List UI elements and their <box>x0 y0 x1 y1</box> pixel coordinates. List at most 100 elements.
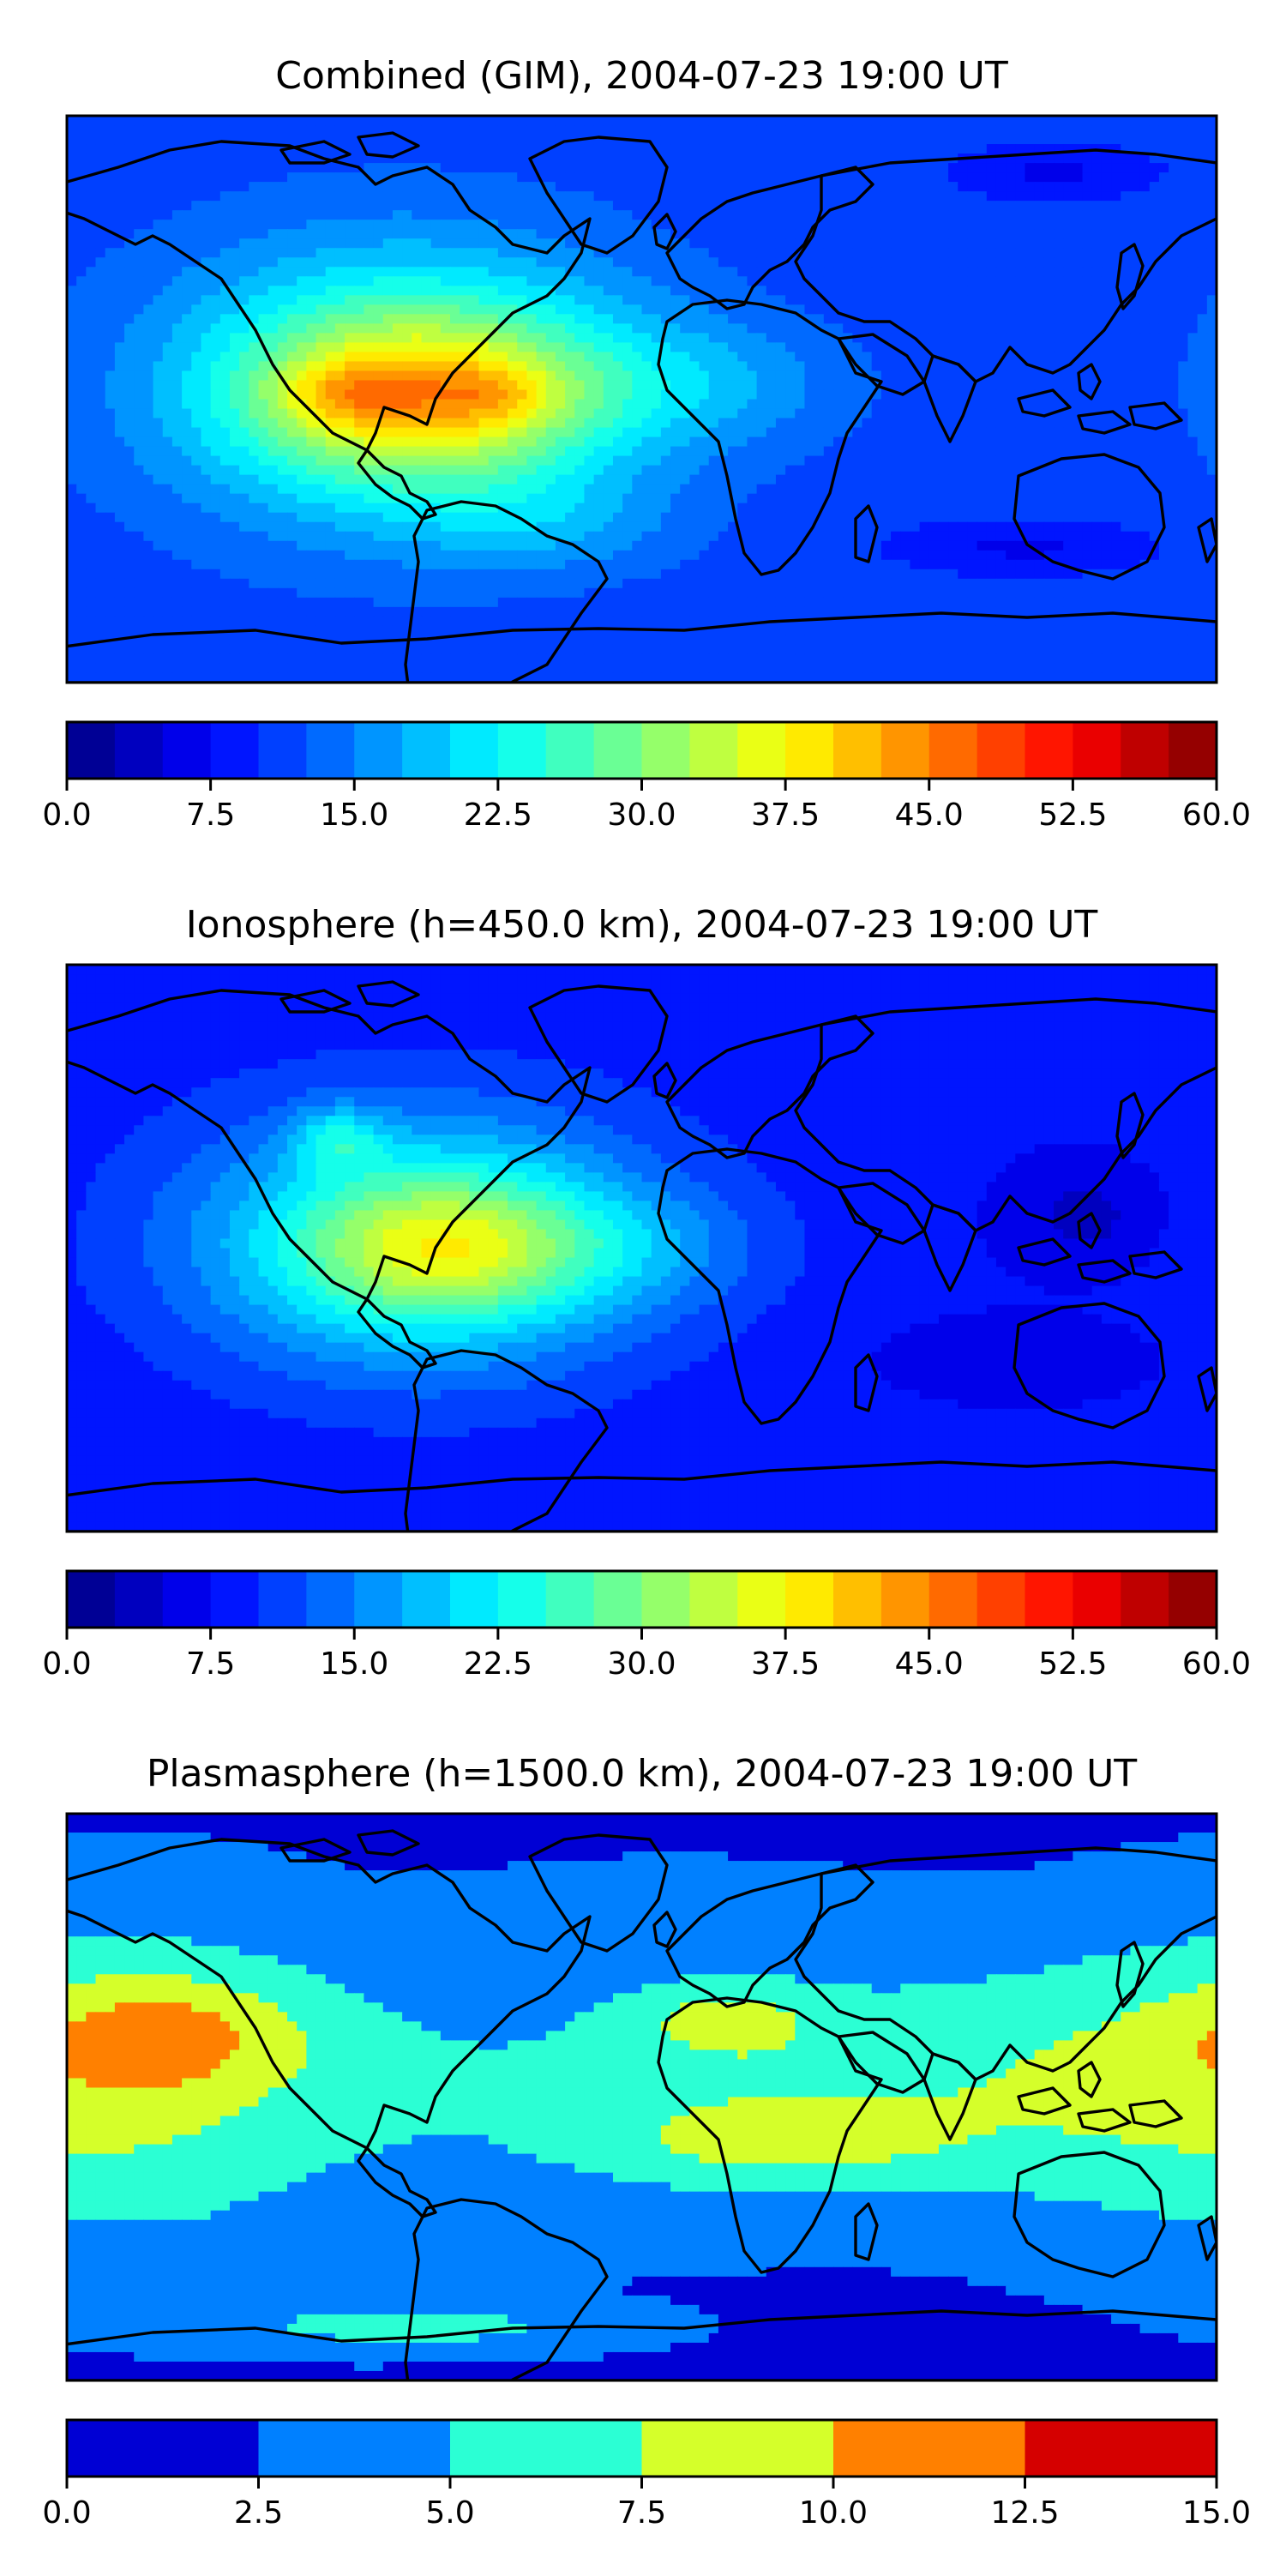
field-cell <box>182 361 192 372</box>
field-cell <box>392 361 403 372</box>
field-cell <box>1158 229 1169 239</box>
field-cell <box>392 153 403 164</box>
field-cell <box>593 304 604 315</box>
field-cell <box>86 191 97 202</box>
field-cell <box>775 361 786 372</box>
field-cell <box>785 446 796 457</box>
field-cell <box>143 125 154 135</box>
field-cell <box>804 220 815 230</box>
field-cell <box>1197 267 1208 277</box>
field-cell <box>660 182 671 192</box>
field-cell <box>364 144 375 154</box>
field-cell <box>919 493 930 504</box>
field-cell <box>1206 144 1217 154</box>
field-cell <box>508 257 518 268</box>
field-cell <box>593 342 604 353</box>
field-cell <box>536 474 547 485</box>
field-cell <box>555 352 566 363</box>
field-cell <box>421 201 432 211</box>
field-cell <box>995 380 1007 391</box>
field-cell <box>612 408 623 419</box>
field-cell <box>124 389 135 400</box>
field-cell <box>1121 191 1132 202</box>
field-cell <box>440 455 451 466</box>
field-cell <box>364 484 375 495</box>
field-cell <box>249 455 260 466</box>
field-cell <box>76 286 87 296</box>
field-cell <box>680 455 690 466</box>
field-cell <box>267 172 279 183</box>
field-cell <box>660 125 671 135</box>
field-cell <box>823 210 834 220</box>
field-cell <box>1043 352 1055 363</box>
field-cell <box>766 257 777 268</box>
field-cell <box>105 389 116 400</box>
field-cell <box>843 220 853 230</box>
field-cell <box>718 286 729 296</box>
field-cell <box>143 267 154 277</box>
field-cell <box>986 135 997 145</box>
field-cell <box>134 418 145 429</box>
field-cell <box>1025 276 1036 286</box>
field-cell <box>1197 295 1208 305</box>
field-cell <box>114 389 125 400</box>
field-cell <box>737 503 748 514</box>
field-cell <box>823 436 834 448</box>
field-cell <box>565 220 575 230</box>
field-cell <box>306 267 317 277</box>
field-cell <box>891 182 901 192</box>
field-cell <box>689 370 700 382</box>
field-cell <box>258 191 269 202</box>
field-cell <box>95 210 106 220</box>
field-cell <box>814 314 825 324</box>
field-cell <box>171 295 183 305</box>
field-cell <box>76 314 87 324</box>
field-cell <box>593 191 604 202</box>
field-cell <box>919 314 930 324</box>
field-cell <box>460 380 470 391</box>
field-cell <box>995 144 1007 154</box>
field-cell <box>450 248 460 258</box>
field-cell <box>632 191 643 202</box>
field-cell <box>603 370 614 382</box>
field-cell <box>699 257 710 268</box>
field-cell <box>488 191 499 202</box>
field-cell <box>287 436 297 448</box>
field-cell <box>229 465 240 476</box>
field-cell <box>1015 267 1026 277</box>
field-cell <box>430 125 442 135</box>
field-cell <box>795 220 806 230</box>
field-cell <box>450 465 460 476</box>
field-cell <box>555 370 566 382</box>
field-cell <box>689 408 700 419</box>
field-cell <box>1091 135 1103 145</box>
field-cell <box>862 342 873 353</box>
field-cell <box>699 380 710 391</box>
field-cell <box>1091 314 1103 324</box>
field-cell <box>287 370 297 382</box>
field-cell <box>430 474 442 485</box>
field-cell <box>325 323 336 334</box>
chart-panel-1: Combined (GIM), 2004-07-23 19:00 UT0.0 7.… <box>42 54 1251 833</box>
field-cell <box>823 455 834 466</box>
field-cell <box>1139 163 1151 173</box>
field-cell <box>315 436 327 448</box>
field-cell <box>670 418 681 429</box>
field-cell <box>747 304 758 315</box>
field-cell <box>775 153 786 164</box>
field-cell <box>412 314 423 324</box>
field-cell <box>334 304 346 315</box>
field-cell <box>823 333 834 343</box>
field-cell <box>229 201 240 211</box>
field-cell <box>1206 408 1217 419</box>
field-cell <box>315 446 327 457</box>
field-cell <box>565 229 575 239</box>
field-cell <box>1034 370 1045 382</box>
field-cell <box>153 116 164 126</box>
field-cell <box>258 210 269 220</box>
field-cell <box>795 182 806 192</box>
field-cell <box>928 436 940 448</box>
field-cell <box>258 474 269 485</box>
field-cell <box>182 342 192 353</box>
field-cell <box>134 389 145 400</box>
